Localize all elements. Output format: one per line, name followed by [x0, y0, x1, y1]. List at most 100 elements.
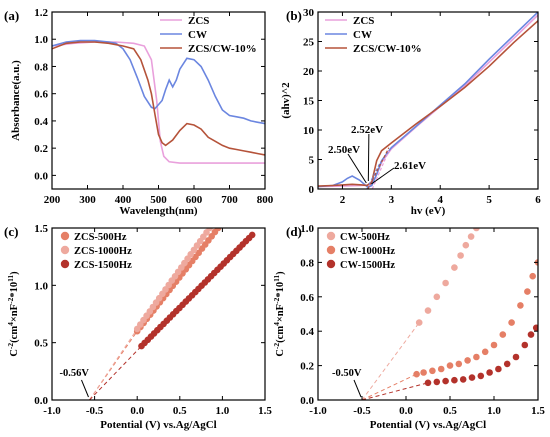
y-tick-label: 1.0: [300, 223, 314, 235]
annotation-label: 2.61eV: [394, 160, 426, 172]
data-point: [413, 370, 420, 378]
y-tick-label: 0.6: [34, 89, 48, 101]
y-axis-label: C-2(cm4×nF-2*1011): [272, 271, 286, 357]
panel-a: 200 300 400 500 600 700 800 0.0 0.2 0.4 0.6 0.8 1.0 1…: [4, 7, 274, 217]
data-point: [508, 319, 515, 326]
data-point: [248, 231, 256, 239]
y-axis-label: C-2(cm4×nF-2*1011): [6, 271, 20, 357]
x-tick-label: 0.5: [443, 405, 457, 417]
y-tick-label: 1.5: [34, 223, 48, 235]
plot-frame: [51, 227, 266, 401]
data-point: [433, 293, 441, 301]
x-tick-label: 5: [486, 194, 492, 206]
x-tick-label: 1.0: [216, 405, 230, 417]
x-axis-label: Potential (V) vs.Ag/AgCl: [100, 419, 216, 431]
data-point: [527, 331, 535, 338]
x-tick-label: 1.0: [487, 405, 501, 417]
x-tick-label: 2: [340, 194, 346, 206]
data-point: [462, 241, 470, 249]
data-point: [442, 377, 449, 385]
data-point: [490, 341, 498, 349]
y-axis-label-part: C: [9, 349, 20, 357]
y-axis-label-part: 11: [6, 275, 15, 282]
data-point: [512, 353, 520, 361]
data-point: [517, 302, 524, 309]
data-point: [473, 228, 480, 232]
annotation-arrow: [367, 133, 370, 182]
y-tick-label: 0.2: [300, 361, 314, 373]
y-axis-label-part: 4: [272, 322, 281, 326]
y-axis-label-part: -2: [6, 343, 15, 349]
y-axis-label-part: -2: [272, 297, 281, 303]
data-point: [455, 360, 463, 368]
data-point: [451, 264, 458, 271]
legend-marker: [326, 245, 336, 255]
y-tick-label: 0.0: [300, 395, 314, 407]
panel-d: -1.0 -0.5 0.0 0.5 1.0 1.50.00.20.40.60.81.0(d…: [272, 223, 545, 431]
annotation-arrow: [347, 153, 367, 184]
y-axis-label-part: (cm: [275, 326, 286, 343]
y-axis-label: (ahv)^2: [280, 82, 292, 119]
y-tick-label: 0.2: [34, 143, 48, 155]
annotation-label: 2.52eV: [351, 124, 383, 136]
data-point: [477, 372, 485, 380]
x-tick-label: 700: [221, 194, 238, 206]
y-axis-label-part: *10: [275, 282, 286, 298]
annotation-label: 2.50eV: [328, 144, 360, 156]
y-tick-label: 15: [303, 96, 315, 108]
data-point: [459, 376, 467, 383]
y-tick-label: 0.4: [300, 326, 314, 338]
annotation-arrow: [371, 167, 395, 185]
y-tick-label: 0.0: [34, 170, 48, 182]
x-tick-label: 500: [150, 194, 167, 206]
y-tick-label: 25: [303, 37, 315, 49]
extrapolation-line: [89, 328, 138, 400]
annotation-arrow: [81, 379, 89, 398]
legend-label: ZCS: [188, 15, 209, 27]
annotation-arrow: [353, 379, 362, 398]
x-tick-label: 6: [535, 194, 541, 206]
y-axis-label-part: ): [275, 271, 286, 275]
legend-label: ZCS-1000Hz: [74, 246, 132, 257]
y-axis-label-part: 11: [272, 275, 281, 282]
y-axis-label-part: -2: [272, 343, 281, 349]
x-tick-label: 800: [257, 194, 274, 206]
x-tick-label: -0.5: [86, 405, 104, 417]
data-point: [529, 272, 536, 280]
y-axis-label-part: (cm: [9, 326, 20, 343]
x-tick-label: 4: [437, 194, 443, 206]
data-point: [524, 288, 531, 295]
x-tick-label: 1.5: [258, 405, 272, 417]
data-point: [420, 369, 427, 376]
annotation-label: -0.56V: [59, 368, 89, 379]
y-axis-label-part: *10: [9, 282, 20, 298]
data-point: [503, 360, 511, 368]
plot-frame: [317, 11, 539, 190]
legend-label: ZCS/CW-10%: [353, 43, 422, 55]
x-tick-label: -1.0: [43, 405, 61, 417]
y-tick-label: 0: [309, 184, 315, 196]
legend-label: CW: [188, 29, 207, 41]
data-point: [495, 365, 502, 373]
data-point: [473, 353, 480, 361]
y-tick-label: 0.4: [34, 116, 48, 128]
data-point: [499, 331, 507, 338]
tangent-line: [366, 161, 382, 190]
y-axis-label-part: C: [275, 349, 286, 357]
x-tick-label: -1.0: [309, 405, 327, 417]
extrapolation-line: [361, 322, 420, 400]
y-axis-label: Absorbance(a.u.): [10, 60, 22, 141]
series-line: [318, 14, 538, 188]
series-line: [318, 20, 538, 187]
legend-label: CW-1000Hz: [340, 246, 395, 257]
series-line: [52, 41, 265, 156]
legend-label: CW-500Hz: [340, 232, 390, 243]
x-axis-label: hv (eV): [411, 205, 446, 217]
data-point: [467, 233, 475, 240]
data-point: [446, 362, 454, 369]
legend-label: CW-1500Hz: [340, 260, 395, 271]
extrapolation-line: [89, 330, 138, 400]
data-point: [481, 348, 489, 356]
y-tick-label: 0.8: [300, 257, 314, 269]
y-tick-label: 1.2: [34, 7, 48, 19]
